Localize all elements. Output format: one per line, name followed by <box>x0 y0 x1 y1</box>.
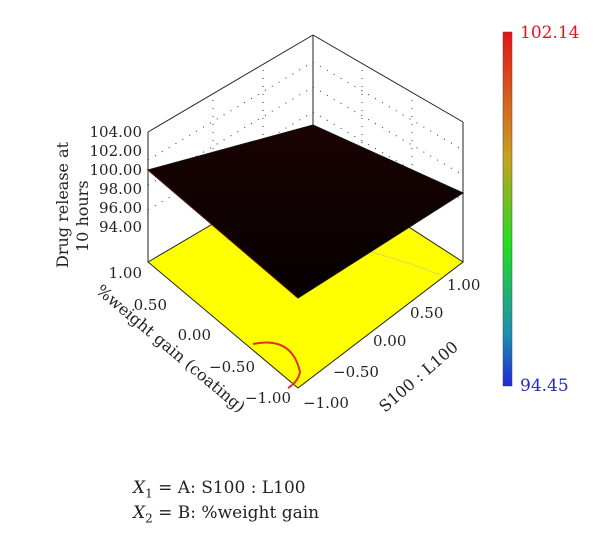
legend-x1-def: = A: S100 : L100 <box>152 478 306 498</box>
legend-x1: X1 = A: S100 : L100 <box>133 478 306 500</box>
z-axis-title-line1: Drug release at <box>53 141 72 268</box>
x1-tick-label: 1.00 <box>447 276 480 294</box>
x2-tick-label: 1.00 <box>109 264 142 282</box>
x2-tick-label: −0.50 <box>209 358 255 376</box>
z-tick-label: 100.00 <box>90 161 143 179</box>
x2-tick-label: 0.50 <box>134 296 167 314</box>
x2-tick-label: −1.00 <box>245 389 291 407</box>
legend-x2-var: X <box>133 503 146 523</box>
x1-tick-label: −1.00 <box>303 394 349 412</box>
z-axis-title-line2: 10 hours <box>73 180 92 252</box>
floor-contour-line <box>252 341 302 389</box>
x1-tick-label: 0.00 <box>373 332 406 350</box>
z-tick-label: 96.00 <box>99 199 142 217</box>
legend-x2-def: = B: %weight gain <box>152 503 320 523</box>
z-tick-label: 102.00 <box>90 142 143 160</box>
x1-tick-label: −0.50 <box>333 363 379 381</box>
x2-tick-label: 0.00 <box>178 326 211 344</box>
colorbar-max-label: 102.14 <box>520 23 579 43</box>
legend-x1-sub: 1 <box>145 486 153 501</box>
z-tick-label: 98.00 <box>99 180 142 198</box>
colorbar <box>502 31 513 387</box>
legend-x2: X2 = B: %weight gain <box>133 503 319 525</box>
tick-layer: 104.00102.00100.0098.0096.0094.001.000.5… <box>90 123 481 412</box>
surface-front-edge <box>147 169 299 299</box>
legend-x1-var: X <box>133 478 146 498</box>
legend-x2-sub: 2 <box>145 511 153 526</box>
z-tick-label: 104.00 <box>90 123 143 141</box>
colorbar-min-label: 94.45 <box>520 376 569 396</box>
z-tick-label: 94.00 <box>99 218 142 236</box>
box-frame <box>147 34 464 262</box>
x1-tick-label: 0.50 <box>410 304 443 322</box>
